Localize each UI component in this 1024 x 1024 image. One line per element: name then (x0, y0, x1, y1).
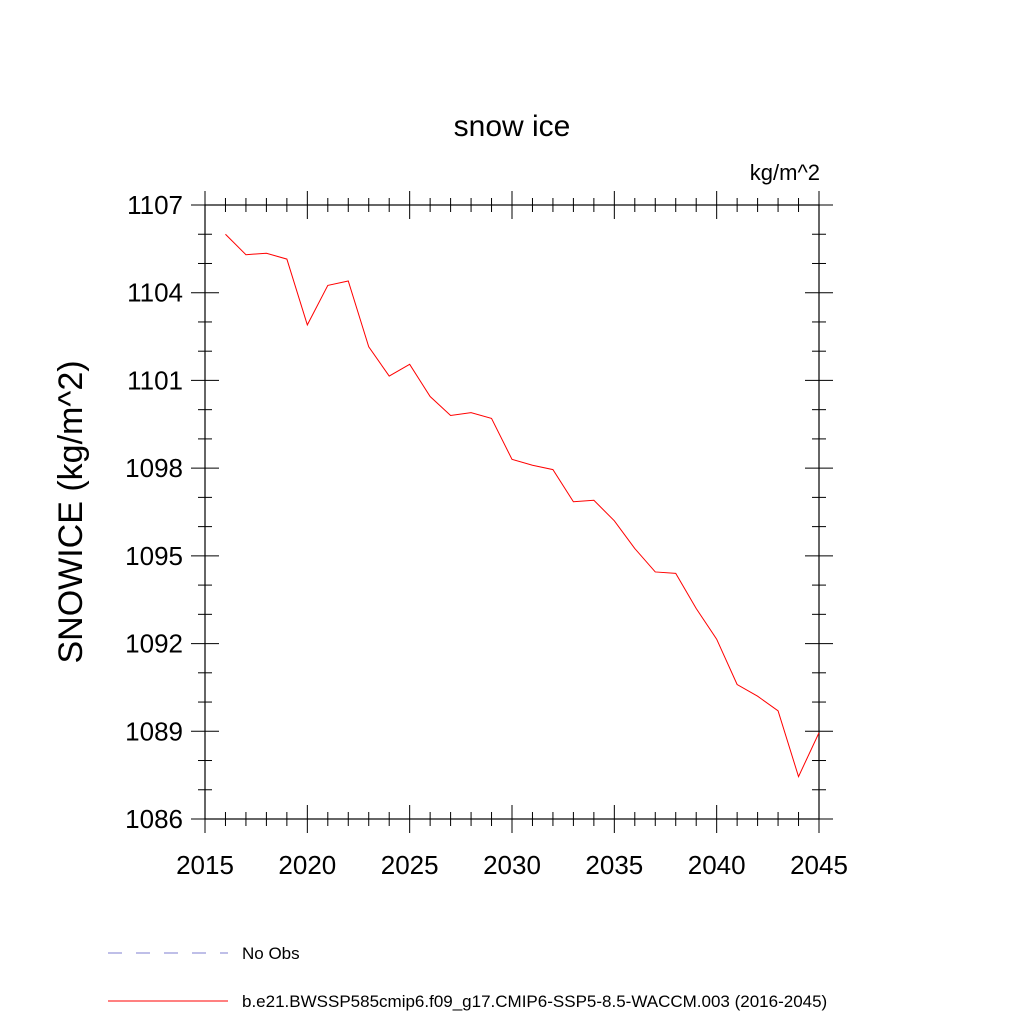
y-tick-label: 1095 (125, 541, 183, 571)
x-tick-label: 2030 (483, 850, 541, 880)
x-tick-label: 2035 (585, 850, 643, 880)
x-tick-label: 2025 (381, 850, 439, 880)
y-tick-label: 1086 (125, 804, 183, 834)
legend: No Obs b.e21.BWSSP585cmip6.f09_g17.CMIP6… (108, 944, 827, 1011)
legend-label-no-obs: No Obs (242, 944, 300, 963)
series-line-0 (225, 233, 820, 778)
legend-label-model: b.e21.BWSSP585cmip6.f09_g17.CMIP6-SSP5-8… (242, 992, 827, 1011)
y-axis-label: SNOWICE (kg/m^2) (52, 360, 90, 663)
units-label: kg/m^2 (750, 160, 820, 185)
plot-frame (204, 204, 820, 820)
axis-ticks (191, 191, 833, 833)
y-tick-label: 1098 (125, 453, 183, 483)
y-tick-label: 1089 (125, 716, 183, 746)
x-tick-label: 2015 (176, 850, 234, 880)
x-tick-label: 2020 (278, 850, 336, 880)
series-layer (225, 233, 820, 778)
axis-tick-labels: 2015 2020 2025 2030 2035 2040 2045 1086 1089 1092… (125, 190, 848, 880)
chart-title: snow ice (454, 110, 571, 143)
y-tick-label: 1104 (127, 278, 183, 308)
y-tick-label: 1101 (127, 365, 183, 395)
y-tick-label: 1092 (125, 629, 183, 659)
x-tick-label: 2045 (790, 850, 848, 880)
x-tick-label: 2040 (688, 850, 746, 880)
y-tick-label: 1107 (127, 190, 183, 220)
